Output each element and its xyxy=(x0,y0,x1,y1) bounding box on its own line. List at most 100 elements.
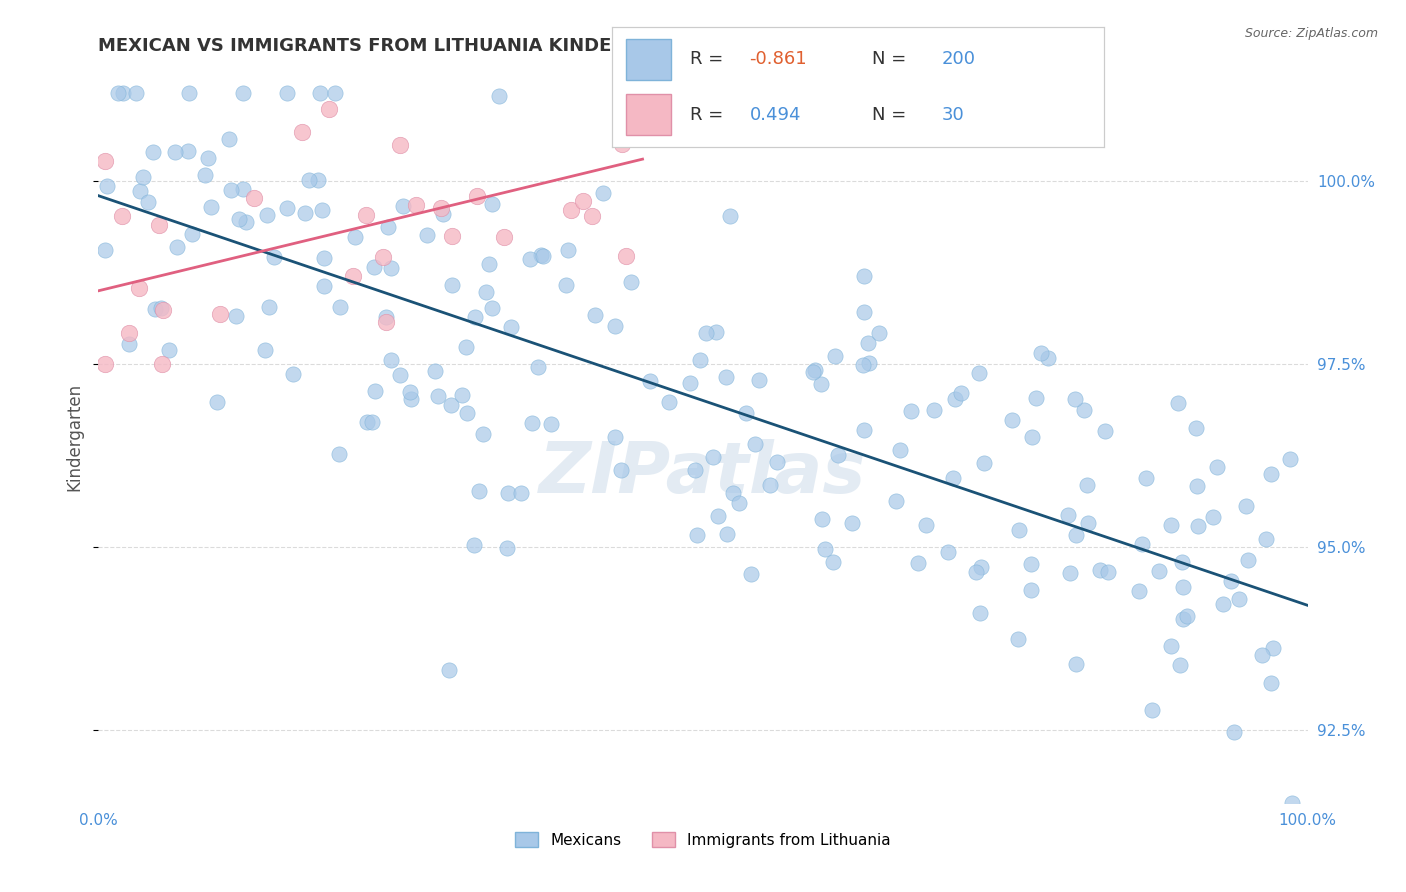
Point xyxy=(581,210,603,224)
Point xyxy=(256,208,278,222)
Point xyxy=(810,377,832,392)
Point xyxy=(1031,346,1053,360)
Point xyxy=(1234,499,1257,513)
Point xyxy=(1019,557,1042,571)
Point xyxy=(1173,612,1195,626)
Point xyxy=(232,87,254,101)
Point xyxy=(440,278,463,293)
Point xyxy=(592,186,614,200)
Point xyxy=(689,353,711,368)
Point xyxy=(969,560,991,574)
Point xyxy=(498,486,520,500)
Point xyxy=(1008,523,1031,537)
Point xyxy=(1149,564,1171,578)
Point xyxy=(603,429,626,443)
Point xyxy=(143,301,166,316)
Point xyxy=(1063,392,1085,406)
Point xyxy=(132,170,155,185)
Point xyxy=(706,508,728,523)
Legend: Mexicans, Immigrants from Lithuania: Mexicans, Immigrants from Lithuania xyxy=(509,825,897,854)
Point xyxy=(499,320,522,334)
Point xyxy=(1227,591,1250,606)
Point xyxy=(1260,676,1282,690)
Point xyxy=(150,357,173,371)
Text: R =: R = xyxy=(690,105,730,124)
Point xyxy=(1019,583,1042,598)
Point xyxy=(364,384,387,398)
Point xyxy=(1251,648,1274,662)
Point xyxy=(374,310,396,324)
Point xyxy=(356,416,378,430)
Point xyxy=(451,388,474,402)
Point xyxy=(427,388,450,402)
Point xyxy=(965,565,987,579)
Point xyxy=(1220,574,1243,588)
Point xyxy=(399,384,422,399)
Point xyxy=(744,437,766,451)
Point xyxy=(94,357,117,371)
Point xyxy=(695,326,717,340)
Point xyxy=(329,300,352,314)
Point xyxy=(1170,658,1192,673)
Point xyxy=(495,541,517,556)
Point xyxy=(374,314,396,328)
Point xyxy=(388,368,411,383)
Point xyxy=(118,326,141,340)
Text: 200: 200 xyxy=(942,50,976,69)
Point xyxy=(727,496,749,510)
Point xyxy=(907,556,929,570)
Text: N =: N = xyxy=(872,105,912,124)
Point xyxy=(307,173,329,187)
Point xyxy=(612,128,634,143)
Point xyxy=(1064,528,1087,542)
Point xyxy=(658,394,681,409)
Point xyxy=(766,455,789,469)
Point xyxy=(1223,724,1246,739)
Point xyxy=(841,516,863,530)
Point xyxy=(200,200,222,214)
Point xyxy=(312,279,335,293)
Point xyxy=(811,512,834,526)
Point xyxy=(1171,555,1194,569)
Point xyxy=(1187,519,1209,533)
Point xyxy=(464,310,486,324)
Point xyxy=(520,416,543,430)
Point xyxy=(821,555,844,569)
Point xyxy=(1076,478,1098,492)
Point xyxy=(471,426,494,441)
Point xyxy=(572,194,595,208)
Point xyxy=(475,285,498,299)
Point xyxy=(583,308,606,322)
Point xyxy=(253,343,276,358)
Point xyxy=(128,281,150,295)
Point xyxy=(298,173,321,187)
Point xyxy=(938,545,960,559)
Point xyxy=(720,209,742,223)
Point xyxy=(344,230,367,244)
Text: 30: 30 xyxy=(942,105,965,124)
Point xyxy=(232,182,254,196)
Point xyxy=(868,326,890,340)
Point xyxy=(94,243,117,257)
Point xyxy=(803,362,825,376)
Point xyxy=(555,278,578,293)
Point xyxy=(1128,583,1150,598)
Point xyxy=(1254,533,1277,547)
Point xyxy=(973,456,995,470)
Point xyxy=(914,518,936,533)
Point xyxy=(1263,640,1285,655)
Point xyxy=(148,218,170,232)
Point xyxy=(1094,424,1116,438)
Point xyxy=(735,406,758,420)
FancyBboxPatch shape xyxy=(627,38,671,79)
Point xyxy=(609,463,631,477)
Point xyxy=(209,307,232,321)
Point xyxy=(1021,430,1043,444)
Point xyxy=(1064,657,1087,671)
Point xyxy=(356,208,378,222)
Point xyxy=(716,527,738,541)
Point xyxy=(1135,471,1157,485)
Point xyxy=(942,471,965,485)
Text: Source: ZipAtlas.com: Source: ZipAtlas.com xyxy=(1244,27,1378,40)
Point xyxy=(328,447,350,461)
